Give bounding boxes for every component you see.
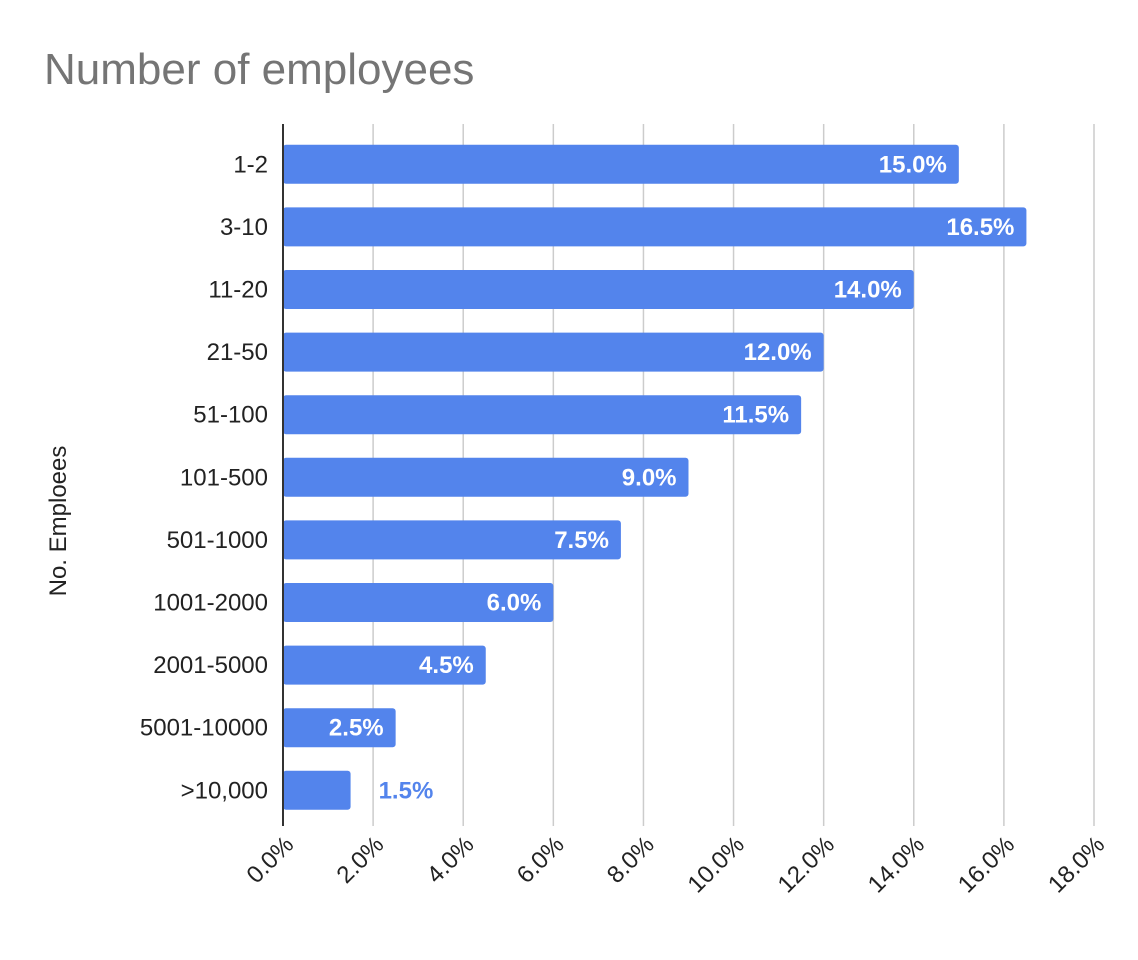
- category-label: 2001-5000: [153, 652, 268, 679]
- data-label: 9.0%: [622, 464, 677, 491]
- data-label: 16.5%: [946, 214, 1014, 241]
- x-tick-label: 4.0%: [422, 831, 480, 889]
- x-tick-label: 18.0%: [1043, 831, 1110, 898]
- x-tick-label: 0.0%: [241, 831, 299, 889]
- data-label: 15.0%: [879, 151, 947, 178]
- bars: [283, 144, 1027, 810]
- category-label: 5001-10000: [140, 715, 268, 742]
- data-label: 11.5%: [722, 402, 789, 429]
- x-tick-label: 2.0%: [332, 831, 390, 889]
- x-tick-label: 8.0%: [602, 831, 660, 889]
- x-tick-label: 6.0%: [512, 831, 570, 889]
- y-axis-title: No. Emploees: [45, 446, 72, 597]
- data-label: 7.5%: [554, 527, 609, 554]
- bar: [283, 332, 824, 372]
- category-label: 1001-2000: [153, 590, 268, 617]
- data-label: 2.5%: [329, 715, 384, 742]
- category-label: 101-500: [180, 464, 268, 491]
- category-label: 501-1000: [167, 527, 268, 554]
- bar: [283, 583, 554, 622]
- x-tick-label: 14.0%: [863, 831, 930, 898]
- data-label: 6.0%: [487, 590, 542, 617]
- x-tick-labels: 0.0% 2.0% 4.0% 6.0% 8.0% 10.0% 12.0% 14.0% 16.0%…: [241, 831, 1110, 898]
- data-label: 12.0%: [744, 339, 812, 366]
- bar: [283, 770, 351, 810]
- bar: [283, 144, 959, 184]
- bar: [283, 708, 396, 748]
- category-label: 3-10: [220, 214, 268, 241]
- bar: [283, 645, 486, 685]
- category-label: 51-100: [193, 402, 268, 429]
- bar: [283, 520, 621, 560]
- data-label: 1.5%: [379, 777, 434, 804]
- category-label: 11-20: [208, 277, 268, 304]
- bar: [283, 207, 1027, 247]
- bar: [283, 270, 914, 309]
- chart-title: Number of employees: [44, 45, 474, 94]
- x-tick-label: 10.0%: [683, 831, 750, 898]
- category-label: >10,000: [181, 777, 268, 804]
- data-label: 14.0%: [834, 277, 902, 304]
- x-tick-label: 12.0%: [773, 831, 840, 898]
- data-label: 4.5%: [419, 652, 474, 679]
- category-label: 21-50: [207, 339, 268, 366]
- x-tick-label: 16.0%: [953, 831, 1020, 898]
- category-labels: 1-2 3-10 11-20 21-50 51-100 101-500 501-1000 10…: [140, 151, 268, 804]
- bar: [283, 395, 802, 435]
- data-labels: 15.0% 16.5% 14.0% 12.0% 11.5% 9.0% 7.5% 6.0% 4.5…: [329, 151, 1014, 804]
- category-label: 1-2: [233, 151, 268, 178]
- bar: [283, 457, 689, 497]
